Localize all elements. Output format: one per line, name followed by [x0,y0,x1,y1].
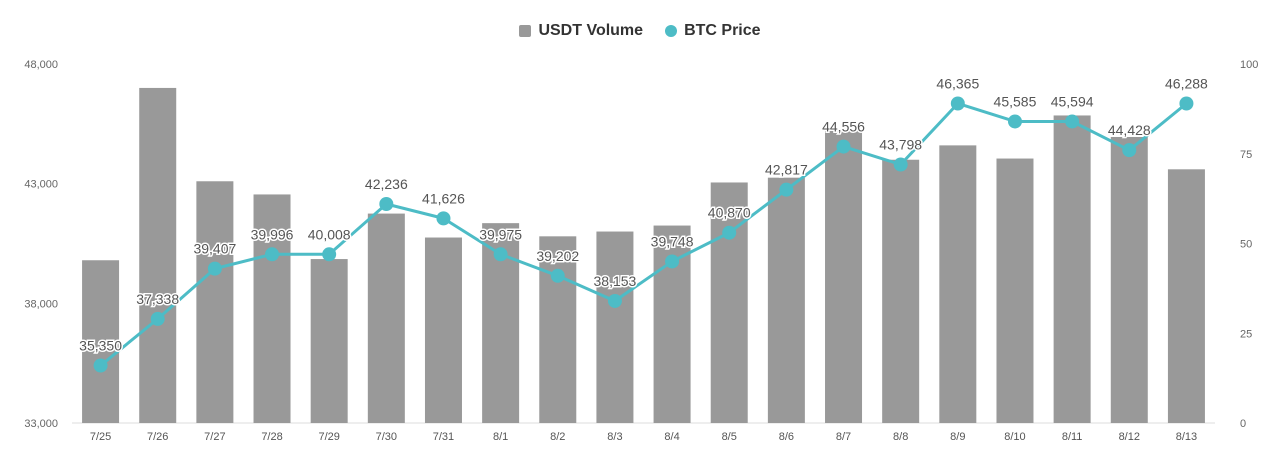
right-axis-tick-label: 0 [1240,418,1246,430]
btc-price-point [379,197,394,212]
volume-bar [996,158,1034,423]
btc-price-data-label: 40,870 [708,205,751,221]
legend-bar-swatch-icon [519,25,532,37]
x-axis-tick-label: 8/11 [1062,431,1083,443]
btc-price-data-label: 38,153 [594,273,637,289]
btc-price-point [322,247,337,262]
btc-price-data-label: 45,594 [1051,93,1094,109]
right-axis-tick-label: 25 [1240,328,1252,340]
volume-bar [82,260,120,423]
btc-price-data-label: 42,817 [765,162,808,178]
x-axis-tick-label: 8/6 [779,431,794,443]
left-axis-tick-label: 48,000 [24,59,58,71]
btc-price-data-label: 44,428 [1108,122,1151,138]
x-axis-tick-label: 8/1 [493,431,508,443]
x-axis-tick-label: 7/29 [318,431,339,443]
btc-price-point [1122,143,1137,158]
x-axis-tick-label: 7/31 [433,431,454,443]
left-axis-tick-label: 38,000 [24,298,58,310]
x-axis-tick-label: 8/10 [1004,431,1025,443]
x-axis-tick-label: 8/3 [607,431,622,443]
btc-price-point [265,247,280,262]
btc-price-point [836,139,851,154]
volume-bar [539,236,577,423]
btc-price-point [493,247,508,262]
btc-price-point [1007,114,1022,129]
volume-bar [253,194,291,423]
btc-price-data-label: 39,202 [536,248,579,264]
btc-price-data-label: 37,338 [136,291,179,307]
left-axis-tick-label: 43,000 [24,179,58,191]
btc-price-data-label: 46,365 [936,75,979,91]
btc-price-data-label: 39,748 [651,233,694,249]
left-axis-tick-label: 33,000 [24,418,58,430]
x-axis-tick-label: 7/25 [90,431,111,443]
volume-bar [1110,136,1148,423]
x-axis-tick-label: 8/2 [550,431,565,443]
volume-bar [882,159,920,423]
btc-price-data-label: 41,626 [422,190,465,206]
legend-item-usdt-volume[interactable]: USDT Volume [519,22,643,40]
legend-label-usdt-volume: USDT Volume [538,22,644,39]
btc-price-point [722,225,737,240]
btc-price-point [779,182,794,197]
btc-price-point [550,268,565,283]
btc-price-point [93,358,108,373]
btc-price-point [1065,114,1080,129]
btc-price-data-label: 42,236 [365,176,408,192]
btc-price-data-label: 39,407 [193,241,236,257]
btc-price-line [99,101,1188,367]
x-axis-tick-label: 8/4 [664,431,679,443]
right-axis-tick-label: 50 [1240,239,1252,251]
x-axis-tick-label: 8/9 [950,431,965,443]
x-axis-tick-label: 7/27 [204,431,225,443]
btc-price-data-label: 43,798 [879,137,922,153]
btc-price-data-label: 40,008 [308,226,351,242]
x-axis-tick-label: 8/5 [722,431,737,443]
volume-bar [939,145,977,423]
btc-price-point [893,157,908,172]
x-axis-tick-label: 8/8 [893,431,908,443]
x-axis-tick-label: 7/26 [147,431,168,443]
btc-price-point [665,254,680,269]
btc-price-point [607,293,622,308]
btc-price-data-label: 44,556 [822,119,865,135]
x-axis-tick-label: 7/28 [261,431,282,443]
btc-price-data-label: 39,975 [479,226,522,242]
volume-bar [424,237,462,423]
btc-price-point [150,311,165,326]
volume-bar [1053,115,1091,423]
btc-price-point [950,96,965,111]
x-axis-tick-label: 7/30 [376,431,397,443]
volume-bar [1167,169,1205,423]
volume-bar [367,213,405,423]
btc-price-data-label: 45,585 [994,93,1037,109]
volume-bar [196,181,234,423]
legend-dot-swatch-icon [665,25,678,37]
volume-bar [767,177,805,423]
right-axis-tick-label: 75 [1240,149,1252,161]
btc-price-data-label: 39,996 [251,226,294,242]
legend-label-btc-price: BTC Price [684,22,761,39]
btc-price-point [1179,96,1194,111]
x-axis-tick-label: 8/12 [1119,431,1140,443]
volume-bar [139,87,177,423]
btc-price-point [436,211,451,226]
btc-price-data-label: 35,350 [79,338,122,354]
volume-bar [310,259,348,423]
x-axis-tick-label: 8/7 [836,431,851,443]
x-axis-tick-label: 8/13 [1176,431,1197,443]
right-axis-tick-label: 100 [1240,59,1258,71]
legend-item-btc-price[interactable]: BTC Price [665,22,761,40]
volume-bar [825,129,863,424]
chart-legend: USDT Volume BTC Price [0,22,1280,40]
volume-bar [596,231,634,423]
btc-price-point [207,261,222,276]
btc-price-data-label: 46,288 [1165,75,1208,91]
